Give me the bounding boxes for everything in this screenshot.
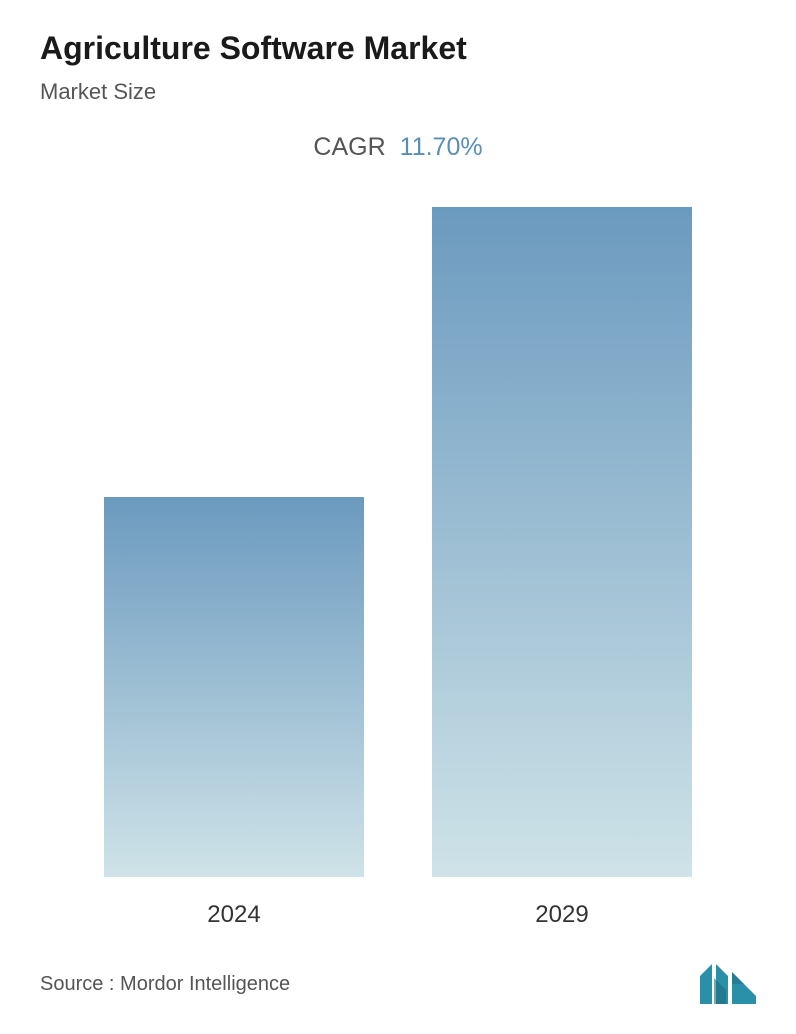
page-subtitle: Market Size (40, 79, 756, 105)
source-text: Source : Mordor Intelligence (40, 973, 290, 996)
cagr-label: CAGR (313, 133, 385, 162)
cagr-row: CAGR 11.70% (40, 133, 756, 162)
bar-group: 2029 (432, 207, 692, 929)
page-title: Agriculture Software Market (40, 30, 756, 67)
footer: Source : Mordor Intelligence (40, 944, 756, 1004)
bar (104, 497, 364, 877)
bar-group: 2024 (104, 497, 364, 929)
bar-chart: 2024 2029 (40, 202, 756, 944)
brand-logo-icon (700, 964, 756, 1004)
cagr-value: 11.70% (400, 133, 483, 162)
bar-label: 2024 (207, 901, 260, 929)
bar-label: 2029 (535, 901, 588, 929)
bar (432, 207, 692, 877)
